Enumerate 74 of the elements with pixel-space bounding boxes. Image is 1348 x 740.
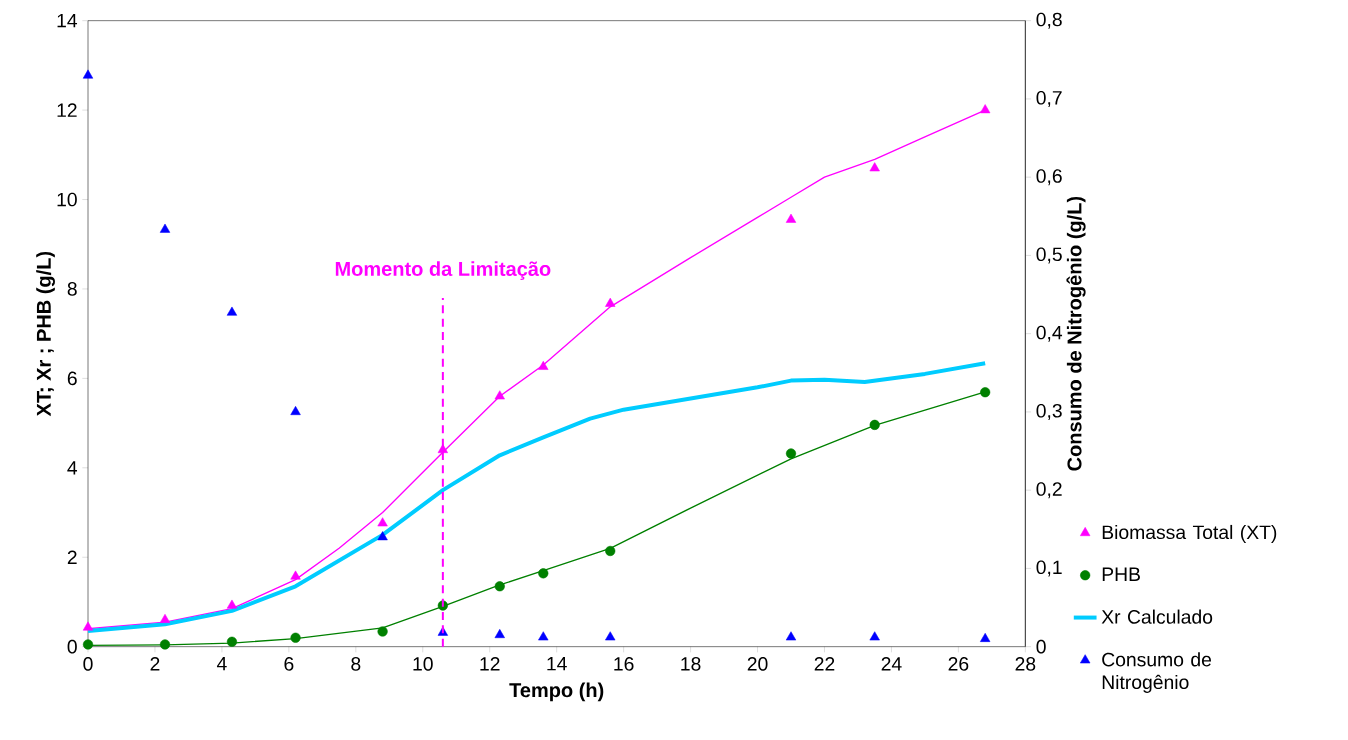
point	[538, 631, 549, 641]
point	[377, 517, 388, 527]
y2-tick-label: 0	[1036, 639, 1046, 654]
y2-tick-label: 0,1	[1036, 560, 1062, 577]
y2-tick-label: 0,3	[1036, 403, 1062, 420]
x-tick-label: 20	[747, 657, 768, 671]
point	[82, 639, 94, 650]
y-tick-label: 0	[67, 639, 77, 654]
y-tick-label: 10	[57, 192, 77, 207]
ref-line-label: Momento da Limitação	[335, 261, 551, 280]
point	[290, 570, 301, 580]
point	[605, 545, 616, 557]
point	[290, 632, 301, 643]
point	[980, 632, 991, 642]
point	[159, 223, 171, 233]
point	[226, 636, 238, 647]
x-tick-label: 10	[413, 657, 433, 671]
y2-tick-label: 0,2	[1036, 482, 1062, 499]
x-tick-label: 26	[948, 657, 969, 671]
y2-tick-label: 0,5	[1036, 247, 1062, 264]
point	[538, 568, 549, 579]
point	[377, 626, 388, 637]
point	[226, 306, 238, 316]
point	[785, 213, 797, 223]
point	[869, 631, 880, 641]
x-tick-label: 8	[351, 657, 361, 671]
x-tick-label: 6	[284, 657, 294, 671]
legend-label: Consumo de Nitrogênio	[1102, 652, 1212, 693]
y2-tick-label: 0,4	[1036, 325, 1063, 342]
legend-label: PHB	[1102, 567, 1140, 581]
x-tick-label: 16	[614, 657, 634, 671]
x-axis-title: Tempo (h)	[509, 682, 604, 702]
x-tick-label: 24	[881, 657, 902, 671]
point	[494, 581, 505, 592]
y-tick-label: 6	[67, 371, 77, 386]
point	[538, 360, 549, 370]
point	[605, 297, 616, 307]
point	[82, 69, 94, 79]
point	[605, 631, 616, 641]
y-tick-label: 2	[67, 550, 77, 564]
point	[226, 599, 238, 609]
point	[869, 162, 880, 172]
x-tick-label: 0	[83, 657, 93, 671]
point	[159, 639, 171, 650]
point	[980, 387, 991, 398]
y-axis-title: XT; Xr ; PHB (g/L)	[36, 251, 55, 417]
legend-label: Xr Calculado	[1101, 609, 1213, 624]
y-tick-label: 14	[57, 14, 78, 28]
x-tick-label: 2	[150, 657, 160, 671]
point	[494, 390, 505, 400]
y2-tick-label: 0,7	[1036, 90, 1062, 107]
y-tick-label: 4	[67, 461, 78, 475]
point	[980, 104, 991, 114]
point	[437, 444, 448, 453]
point	[82, 621, 94, 631]
y-tick-label: 8	[67, 282, 77, 296]
point	[377, 531, 388, 541]
point	[785, 631, 797, 641]
legend-label: Biomassa Total (XT)	[1102, 524, 1277, 543]
y2-tick-label: 0,6	[1036, 169, 1062, 186]
x-tick-label: 14	[547, 657, 567, 671]
x-tick-label: 18	[681, 657, 701, 671]
point	[290, 406, 301, 415]
point	[494, 629, 505, 638]
y2-axis-title: Consumo de Nitrogênio (g/L)	[1066, 196, 1086, 471]
x-tick-label: 4	[216, 657, 227, 671]
point	[869, 419, 880, 430]
y-tick-label: 12	[57, 103, 77, 117]
y2-tick-label: 0,8	[1036, 12, 1062, 29]
point	[785, 448, 797, 459]
x-tick-label: 22	[814, 657, 835, 671]
point	[159, 613, 171, 623]
x-tick-label: 12	[480, 657, 500, 671]
x-tick-label: 28	[1015, 657, 1036, 671]
